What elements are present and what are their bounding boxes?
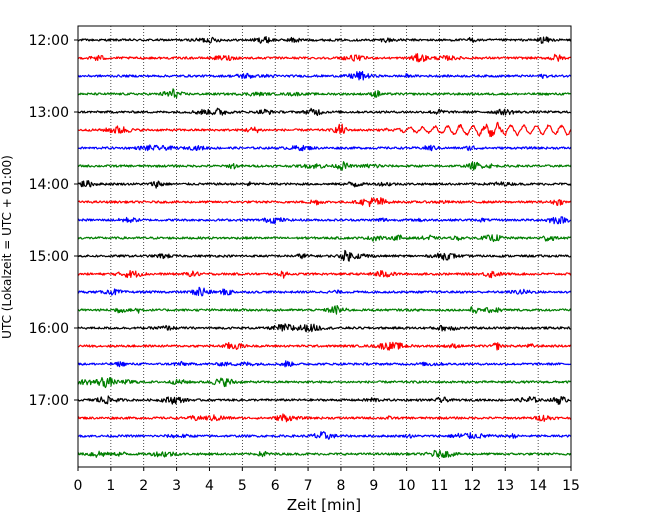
x-tick-label: 4 xyxy=(205,478,214,494)
trace-line xyxy=(77,323,572,333)
traces xyxy=(77,35,572,459)
trace-line xyxy=(77,269,572,279)
y-ticks: 12:00 13:00 14:00 15:00 16:00 17:00 xyxy=(29,33,78,409)
trace-line xyxy=(77,360,572,368)
x-tick-label: 10 xyxy=(398,478,416,494)
x-ticks: 0 1 2 3 4 5 6 7 8 9 10 11 12 13 14 15 xyxy=(74,467,580,494)
y-tick-label: 14:00 xyxy=(29,177,69,193)
trace-line xyxy=(77,249,572,262)
trace-line xyxy=(77,53,572,63)
x-tick-label: 9 xyxy=(369,478,378,494)
trace-line xyxy=(77,449,572,459)
y-axis-title: UTC (Lokalzeit = UTC + 01:00) xyxy=(0,155,14,339)
y-tick-label: 12:00 xyxy=(29,33,69,49)
y-tick-label: 13:00 xyxy=(29,105,69,121)
trace-line xyxy=(77,35,572,44)
x-tick-label: 12 xyxy=(463,478,481,494)
trace-line xyxy=(77,161,572,171)
trace-line xyxy=(77,121,572,138)
trace-line xyxy=(77,395,572,405)
trace-line xyxy=(77,234,572,243)
x-tick-label: 7 xyxy=(304,478,313,494)
trace-line xyxy=(77,341,572,351)
x-tick-label: 1 xyxy=(106,478,115,494)
x-axis-title: Zeit [min] xyxy=(287,496,361,514)
trace-line xyxy=(77,216,572,225)
y-tick-label: 15:00 xyxy=(29,249,69,265)
trace-line xyxy=(77,377,572,389)
plot-frame xyxy=(77,25,572,468)
trace-line xyxy=(77,144,572,152)
trace-line xyxy=(77,107,572,117)
trace-line xyxy=(77,180,572,189)
y-tick-label: 16:00 xyxy=(29,321,69,337)
x-tick-label: 14 xyxy=(529,478,547,494)
trace-line xyxy=(77,70,572,81)
x-tick-label: 3 xyxy=(172,478,181,494)
trace-line xyxy=(77,304,572,315)
x-tick-label: 11 xyxy=(431,478,449,494)
x-tick-label: 5 xyxy=(238,478,247,494)
trace-line xyxy=(77,431,571,440)
x-tick-label: 6 xyxy=(271,478,280,494)
trace-line xyxy=(77,197,572,208)
trace-line xyxy=(77,413,572,423)
x-tick-label: 15 xyxy=(562,478,580,494)
y-tick-label: 17:00 xyxy=(29,393,69,409)
trace-line xyxy=(77,88,572,99)
trace-line xyxy=(77,286,572,297)
x-tick-label: 13 xyxy=(496,478,514,494)
x-tick-label: 0 xyxy=(74,478,83,494)
x-tick-label: 2 xyxy=(139,478,148,494)
x-tick-label: 8 xyxy=(336,478,345,494)
